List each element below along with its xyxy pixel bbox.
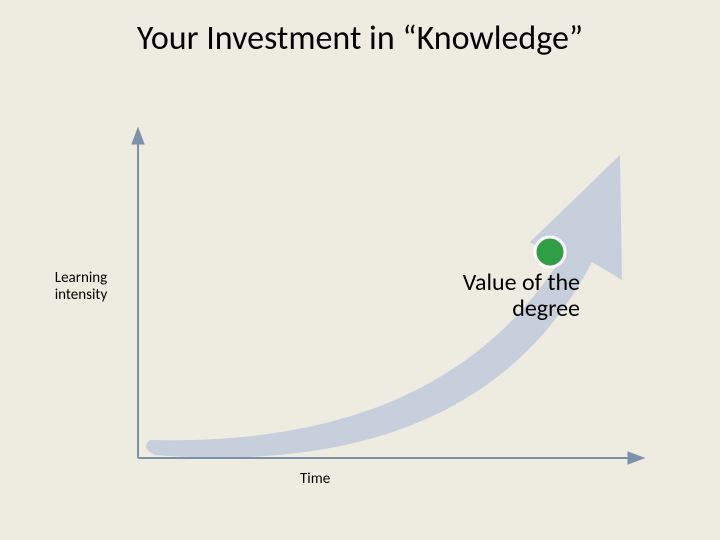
slide-title: Your Investment in “Knowledge” xyxy=(0,18,720,59)
y-axis-label: Learning intensity xyxy=(36,270,126,305)
curve-label: Value of the degree xyxy=(380,270,580,323)
value-marker-dot xyxy=(535,237,565,267)
x-axis-label: Time xyxy=(300,470,330,488)
curve-label-line1: Value of the xyxy=(463,268,580,297)
slide: Your Investment in “Knowledge” Learning … xyxy=(0,0,720,540)
curve-label-line2: degree xyxy=(512,294,580,323)
